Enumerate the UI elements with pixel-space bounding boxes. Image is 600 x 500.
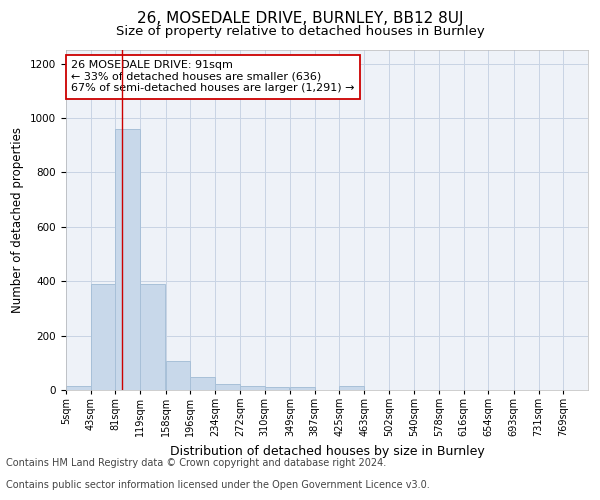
Bar bbox=[91, 284, 115, 390]
Bar bbox=[265, 386, 289, 390]
Bar bbox=[115, 129, 140, 390]
Bar bbox=[290, 386, 314, 390]
Bar bbox=[215, 384, 240, 390]
Text: Contains HM Land Registry data © Crown copyright and database right 2024.: Contains HM Land Registry data © Crown c… bbox=[6, 458, 386, 468]
Bar bbox=[240, 386, 265, 390]
X-axis label: Distribution of detached houses by size in Burnley: Distribution of detached houses by size … bbox=[170, 445, 484, 458]
Bar bbox=[166, 362, 190, 390]
Bar bbox=[140, 284, 165, 390]
Bar bbox=[66, 386, 91, 390]
Text: 26 MOSEDALE DRIVE: 91sqm
← 33% of detached houses are smaller (636)
67% of semi-: 26 MOSEDALE DRIVE: 91sqm ← 33% of detach… bbox=[71, 60, 355, 94]
Text: Size of property relative to detached houses in Burnley: Size of property relative to detached ho… bbox=[116, 25, 484, 38]
Text: 26, MOSEDALE DRIVE, BURNLEY, BB12 8UJ: 26, MOSEDALE DRIVE, BURNLEY, BB12 8UJ bbox=[137, 11, 463, 26]
Y-axis label: Number of detached properties: Number of detached properties bbox=[11, 127, 25, 313]
Text: Contains public sector information licensed under the Open Government Licence v3: Contains public sector information licen… bbox=[6, 480, 430, 490]
Bar bbox=[190, 377, 215, 390]
Bar bbox=[340, 386, 364, 390]
